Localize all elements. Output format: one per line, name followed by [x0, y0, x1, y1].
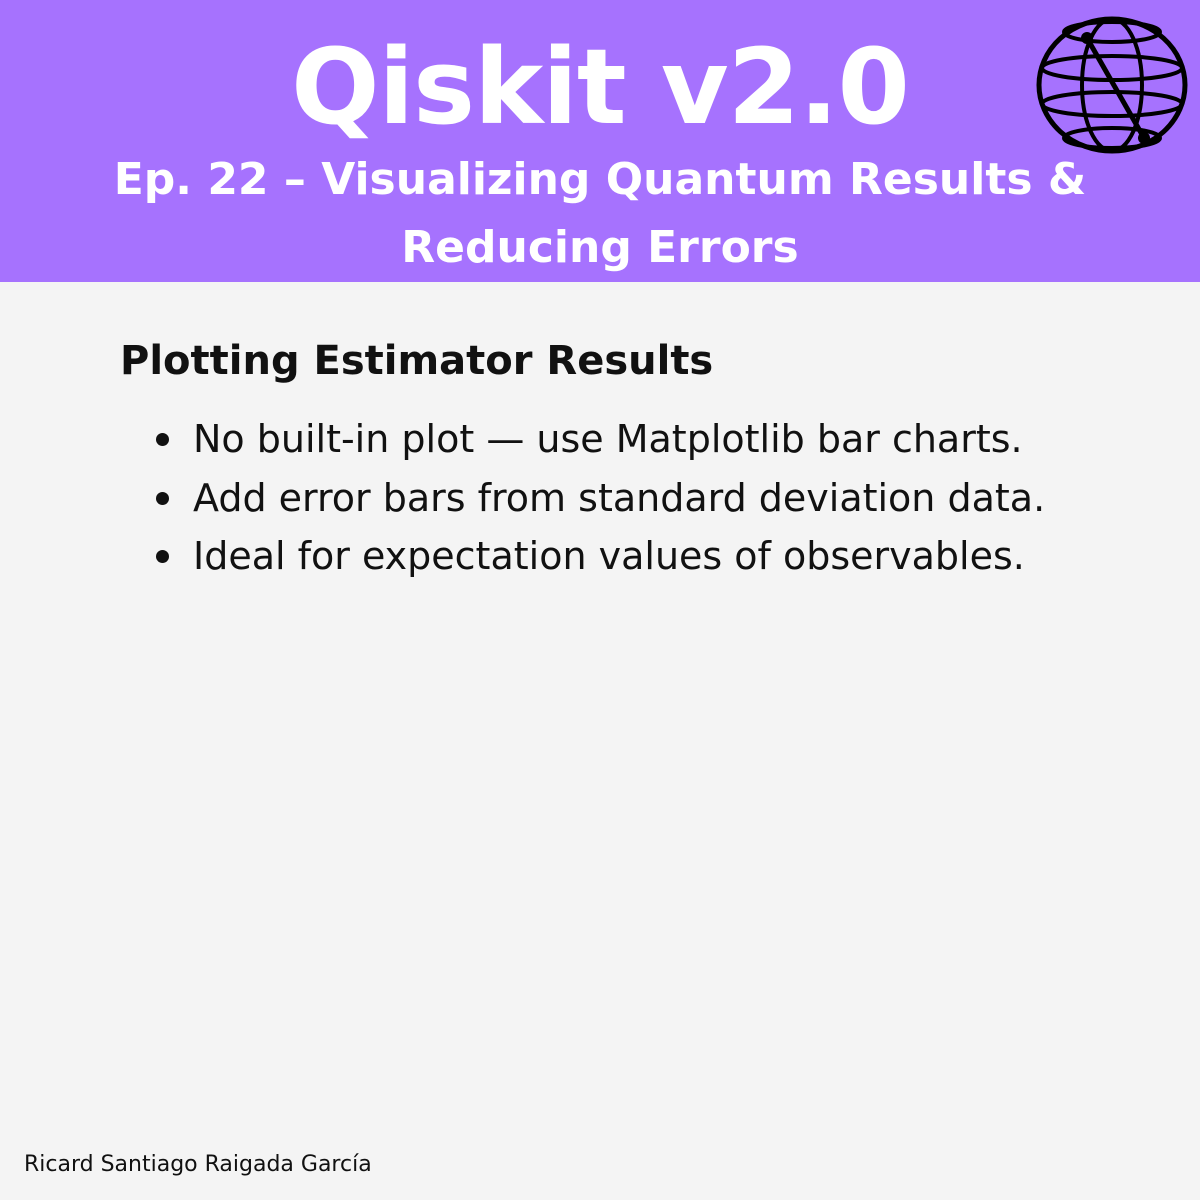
list-item: Add error bars from standard deviation d…: [150, 469, 1100, 528]
bullet-dot-icon: [156, 491, 169, 505]
author-credit: Ricard Santiago Raigada García: [24, 1152, 372, 1177]
bullet-dot-icon: [156, 433, 169, 446]
bloch-sphere-icon: [1036, 16, 1188, 154]
bullet-dot-icon: [156, 550, 169, 563]
page-title: Qiskit v2.0: [291, 26, 910, 148]
header-banner: Qiskit v2.0 Ep. 22 – Visualizing Quantum…: [0, 0, 1200, 282]
episode-subtitle: Ep. 22 – Visualizing Quantum Results & R…: [113, 154, 1087, 273]
section-heading: Plotting Estimator Results: [120, 338, 714, 384]
list-item: No built-in plot — use Matplotlib bar ch…: [150, 410, 1100, 469]
bullet-text: Ideal for expectation values of observab…: [193, 534, 1025, 578]
list-item: Ideal for expectation values of observab…: [150, 527, 1100, 586]
bullet-text: Add error bars from standard deviation d…: [193, 475, 1046, 520]
bullet-text: No built-in plot — use Matplotlib bar ch…: [193, 417, 1023, 461]
bullet-list: No built-in plot — use Matplotlib bar ch…: [150, 410, 1100, 586]
